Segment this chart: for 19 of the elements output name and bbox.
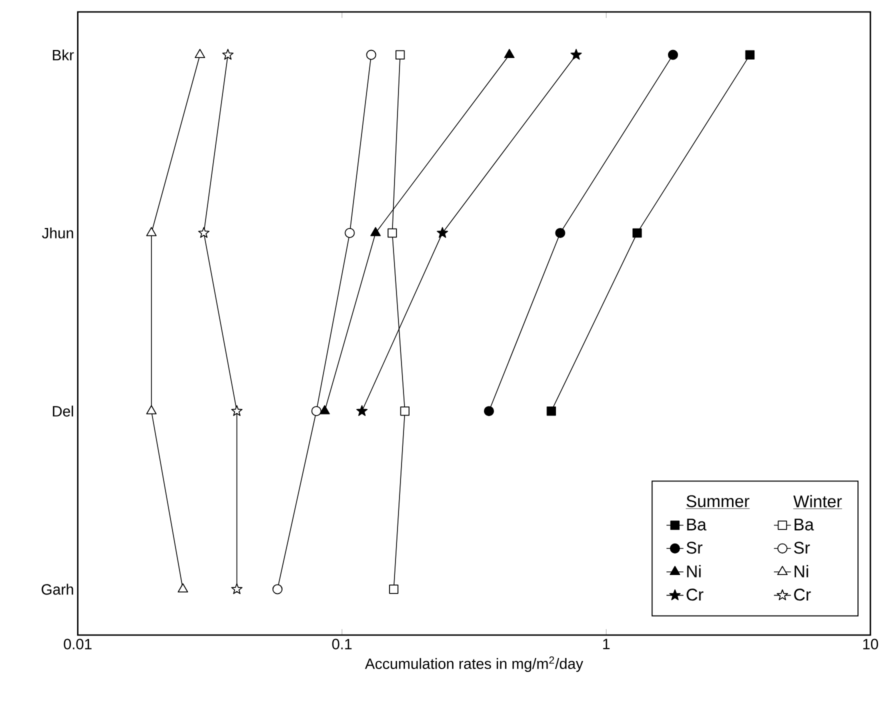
y-tick-label: Bkr: [52, 50, 74, 60]
legend-label: Ni: [687, 565, 701, 578]
legend-label: Sr: [794, 542, 810, 554]
legend-label: Sr: [686, 542, 702, 554]
legend-label: Cr: [794, 588, 811, 601]
x-tick-label: 0.01: [64, 638, 92, 650]
legend-label: Ni: [794, 565, 808, 578]
annotation: Winter: [793, 495, 842, 508]
legend-label: Cr: [686, 588, 704, 601]
y-tick-label: Garh: [42, 584, 74, 595]
x-tick-label: 10: [863, 638, 878, 650]
legend-label: Ba: [687, 518, 706, 531]
y-tick-label: Del: [52, 406, 74, 417]
x-tick-label: 0.1: [332, 638, 352, 650]
annotation: Summer: [686, 495, 750, 508]
y-tick-label: Jhun: [42, 228, 74, 238]
x-tick-label: 1: [603, 638, 610, 650]
x-axis-title: Accumulation rates in mg/m$^{2}$/day: [364, 656, 584, 672]
legend-label: Ba: [794, 518, 814, 531]
